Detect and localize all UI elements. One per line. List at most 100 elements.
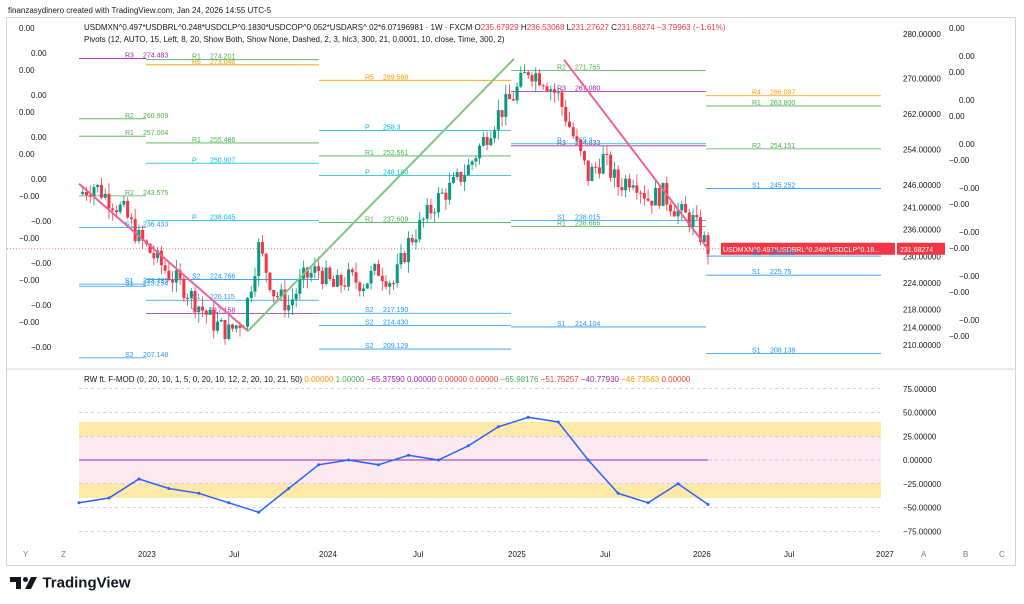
pivot-level-value: 207.148 — [143, 352, 168, 359]
candle-body — [496, 110, 500, 130]
chart-canvas[interactable]: 280.00000 270.00000 262.00000 254.00000 246.… — [7, 18, 1015, 565]
candle-body — [515, 86, 519, 101]
pivot-level-name: R1 — [192, 54, 201, 61]
candle-body — [436, 193, 440, 213]
trend-line — [247, 58, 515, 332]
candle-body — [167, 270, 171, 280]
price-axis-label: 246.00000 — [903, 181, 941, 190]
price-axis-label: 218.00000 — [903, 306, 941, 315]
candle-body — [305, 267, 309, 278]
pivot-level-name: P — [365, 124, 370, 131]
candle-body — [695, 214, 699, 218]
legend-o-value: 235.67929 — [480, 23, 519, 32]
right-scale-value: −0.00 — [959, 316, 980, 325]
tradingview-logo[interactable]: TradingView — [10, 574, 131, 592]
oscillator-legend[interactable]: RW ft. F-MOD (0, 20, 10, 1, 5, 0, 20, 10… — [84, 375, 690, 384]
pivot-level-name: S1 — [752, 347, 761, 354]
candle-body — [201, 306, 205, 311]
left-scale-value: 0.00 — [19, 66, 35, 75]
tradingview-logo-text: TradingView — [42, 574, 131, 592]
pivot-level-value: 267.080 — [575, 85, 600, 92]
pivot-level-value: 274.201 — [210, 54, 235, 61]
pivots-legend[interactable]: Pivots (12, AUTO, 15, Left, 8, 20, Show … — [84, 35, 505, 44]
candle-body — [208, 309, 212, 315]
oscillator-point — [466, 444, 470, 448]
candle-body — [163, 265, 167, 271]
pivot-level-value: 217.158 — [210, 307, 235, 314]
candle-body — [287, 305, 291, 311]
pivot-level-value: 260.909 — [143, 113, 168, 120]
last-price-tag — [721, 242, 895, 255]
time-axis-label: 2027 — [876, 550, 894, 559]
price-axis-label: 270.00000 — [903, 74, 941, 83]
candle-body — [174, 270, 178, 283]
candle-body — [141, 229, 145, 241]
oscillator-line — [78, 416, 709, 514]
oscillator-axis-label: 50.00000 — [903, 409, 937, 418]
pivot-level-name: P — [365, 169, 370, 176]
pivot-level-value: 223.735 — [143, 278, 168, 285]
pivot-level-value: 248.180 — [383, 169, 408, 176]
candle-body — [564, 106, 568, 122]
candle-body — [118, 204, 122, 213]
pivot-level-value: 254.833 — [575, 140, 600, 147]
candle-body — [111, 208, 115, 211]
price-axis-label: 230.00000 — [903, 252, 941, 261]
pivot-level-value: 250.907 — [210, 157, 235, 164]
time-axis-label: 2026 — [693, 550, 711, 559]
candle-body — [534, 73, 538, 82]
candle-body — [616, 169, 620, 188]
candle-body — [676, 210, 680, 217]
pivot-level-name: R2 — [752, 143, 761, 150]
legend-h-label: H — [520, 23, 527, 32]
candle-body — [193, 291, 197, 312]
pivot-level-value: 274.483 — [143, 52, 168, 59]
right-scale-value: 0.00 — [959, 96, 975, 105]
pivot-level-name: R2 — [125, 190, 134, 197]
candle-body — [552, 89, 556, 93]
pivot-level-value: 273.046 — [210, 59, 235, 66]
candle-body — [639, 192, 643, 194]
pivot-level-name: R1 — [557, 221, 566, 228]
candle-body — [455, 172, 459, 178]
candle-body — [612, 169, 616, 178]
oscillator-point — [377, 463, 381, 467]
chart-frame[interactable]: 280.00000 270.00000 262.00000 254.00000 246.… — [6, 17, 1016, 566]
pivot-level-value: 255.486 — [210, 137, 235, 144]
candle-body — [624, 178, 628, 191]
pivot-level-value: 254.151 — [770, 143, 795, 150]
overbought-band — [79, 422, 881, 437]
pivot-level-value: 236.433 — [143, 222, 168, 229]
pivot-level-name: R1 — [192, 137, 201, 144]
candle-body — [328, 267, 332, 280]
legend-l-label: L — [566, 23, 572, 32]
bottom-letter-button: Y — [23, 550, 29, 559]
candle-body — [159, 250, 163, 266]
pivot-level-value: 238.015 — [575, 215, 600, 222]
candle-body — [335, 274, 339, 287]
candle-body — [444, 192, 448, 200]
candle-body — [538, 73, 542, 86]
right-scale-value: 0.00 — [959, 52, 975, 61]
candle-body — [594, 166, 598, 168]
pivot-level-value: 209.129 — [383, 343, 408, 350]
candle-body — [478, 145, 482, 159]
pivot-level-name: S1 — [125, 278, 134, 285]
candle-body — [421, 218, 425, 220]
left-scale-value: 0.00 — [31, 133, 47, 142]
candle-body — [646, 198, 650, 201]
oscillator-point — [406, 453, 410, 457]
candle-body — [706, 235, 710, 255]
candle-body — [152, 252, 156, 259]
candle-body — [189, 291, 193, 299]
pivot-level-value: 269.568 — [383, 74, 408, 81]
chart-credit: finanzasydinero created with TradingView… — [8, 6, 272, 15]
main-legend[interactable]: USDMXN^0.497*USDBRL^0.248*USDCLP^0.1830*… — [84, 23, 726, 32]
oscillator-value: 0.00000 — [467, 375, 499, 384]
oscillator-point — [287, 487, 291, 490]
candle-body — [126, 200, 130, 218]
candle-body — [324, 267, 328, 285]
oscillator-point — [137, 477, 141, 481]
candle-body — [365, 283, 369, 289]
candle-body — [178, 270, 182, 279]
